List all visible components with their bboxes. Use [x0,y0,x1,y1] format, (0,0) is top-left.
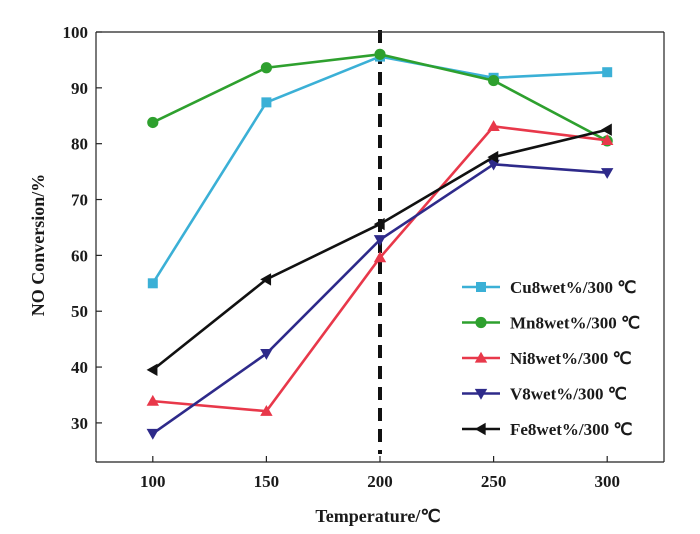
data-point [373,217,385,231]
legend-item: Ni8wet%/300 ℃ [462,349,632,368]
data-point [602,67,613,78]
data-point [260,273,272,286]
legend-marker [474,388,488,400]
y-tick-label: 30 [71,414,88,433]
legend-label: Ni8wet%/300 ℃ [510,349,632,368]
y-tick-label: 50 [71,302,88,321]
legend-label: Fe8wet%/300 ℃ [510,420,632,439]
tick-layer: 100 150 200 250 300 30 40 50 60 70 80 90 100 [63,23,620,491]
legend: Cu8wet%/300 ℃ Mn8wet%/300 ℃ Ni8wet%/300 ℃ V… [462,278,640,439]
data-point [146,394,159,406]
legend-item: Fe8wet%/300 ℃ [462,420,632,439]
data-point [487,159,500,171]
y-tick-label: 90 [71,79,88,98]
data-point [261,97,272,108]
series-4 [146,159,614,440]
data-point [374,48,386,60]
legend-item: Cu8wet%/300 ℃ [462,278,636,297]
data-point [487,150,499,164]
data-point [601,134,614,145]
x-tick-label: 250 [481,472,507,491]
series-5 [146,123,612,377]
data-point [488,74,500,87]
legend-label: Cu8wet%/300 ℃ [510,278,636,297]
x-tick-label: 150 [254,472,280,491]
data-point [260,349,273,360]
legend-marker [476,282,486,292]
data-point [601,123,612,136]
data-point [147,278,158,289]
data-point [260,62,272,74]
y-tick-label: 80 [71,135,88,154]
legend-item: V8wet%/300 ℃ [462,385,627,404]
y-tick-label: 70 [71,191,88,210]
data-point [146,428,159,440]
data-point [147,116,159,129]
legend-label: Mn8wet%/300 ℃ [510,314,640,333]
y-tick-label: 40 [71,358,88,377]
data-point [487,120,500,132]
x-axis-title: Temperature/℃ [315,506,440,526]
data-point [260,404,273,416]
x-tick-label: 100 [140,472,166,491]
legend-label: V8wet%/300 ℃ [510,385,627,404]
series-layer [146,48,614,440]
legend-item: Mn8wet%/300 ℃ [462,314,640,333]
y-tick-label: 60 [71,246,88,265]
data-point [146,363,158,377]
y-axis-title: NO Conversion/% [28,174,48,317]
series-3 [146,120,614,416]
x-tick-label: 200 [367,472,393,491]
y-tick-label: 100 [63,23,89,42]
data-point [601,168,614,179]
legend-marker [474,422,486,436]
legend-marker [474,351,488,363]
data-point [373,251,387,263]
data-point [373,235,387,246]
legend-marker [475,316,487,329]
x-tick-label: 300 [594,472,620,491]
